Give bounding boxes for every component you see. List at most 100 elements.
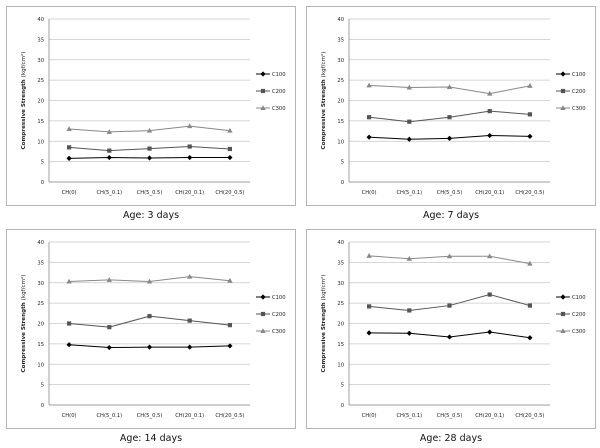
legend-label: C200 xyxy=(572,312,586,318)
data-point xyxy=(106,277,112,282)
x-tick-label: CH(20_0.1) xyxy=(175,190,204,196)
series-c200 xyxy=(367,108,532,124)
y-axis-unit: (kgf/cm²) xyxy=(320,52,327,78)
data-point xyxy=(187,123,193,129)
data-point xyxy=(367,115,372,120)
chart-svg-3-days: 0 5 10 15 20 25 30 35 40 CH(0) CH(5_0.1) CH(5_0.5) C… xyxy=(20,17,286,196)
legend-label: C100 xyxy=(572,295,586,301)
data-point xyxy=(367,304,372,309)
legend-entry-c300: C300 xyxy=(556,328,586,335)
series-c300 xyxy=(366,253,533,266)
series-c300 xyxy=(366,82,533,96)
y-tick-label: 25 xyxy=(337,301,344,307)
data-point xyxy=(187,273,193,279)
legend-marker xyxy=(260,105,266,110)
legend-marker xyxy=(560,328,566,333)
data-point xyxy=(106,154,112,161)
x-tick-label: CH(0) xyxy=(362,190,377,196)
data-point xyxy=(446,84,453,90)
data-point xyxy=(66,278,72,284)
legend-label: C100 xyxy=(272,295,286,301)
series-c100 xyxy=(366,132,533,142)
data-point xyxy=(527,112,532,117)
x-tick-label: CH(20_0.5) xyxy=(215,190,244,196)
y-axis-title: Compressive Strength (kgf/cm²) xyxy=(320,52,327,150)
x-tick-label: CH(5_0.5) xyxy=(437,190,463,196)
x-tick-label: CH(0) xyxy=(62,190,77,196)
data-point xyxy=(107,148,112,153)
legend-entry-c100: C100 xyxy=(256,71,286,78)
data-point xyxy=(187,144,192,149)
series-c100 xyxy=(66,342,233,351)
legend-entry-c300: C300 xyxy=(256,328,286,335)
y-tick-label: 15 xyxy=(337,119,344,125)
y-tick-label: 20 xyxy=(337,322,344,328)
chart-svg-7-days: 0 5 10 15 20 25 30 35 40 CH(0) CH(5_0.1) CH(5_0.5) C… xyxy=(320,17,586,196)
y-tick-label: 30 xyxy=(37,58,44,64)
data-point xyxy=(447,303,452,308)
data-point xyxy=(107,325,112,330)
x-tick-label: CH(5_0.1) xyxy=(96,413,122,419)
x-tick-label: CH(20_0.1) xyxy=(175,413,204,419)
data-point xyxy=(366,134,372,140)
legend-entry-c200: C200 xyxy=(556,88,586,95)
x-tick-label: CH(5_0.1) xyxy=(396,190,422,196)
series-line xyxy=(369,294,531,311)
chart-panel-7-days: 0 5 10 15 20 25 30 35 40 CH(0) CH(5_0.1) CH(5_0.5) C… xyxy=(306,6,596,206)
y-axis-title: Compressive Strength (kgf/cm²) xyxy=(320,275,327,373)
data-point xyxy=(487,132,493,139)
y-tick-label: 35 xyxy=(37,260,44,266)
chart-svg-28-days: 0 5 10 15 20 25 30 35 40 CH(0) CH(5_0.1) CH(5_0.5) C… xyxy=(320,240,586,419)
y-tick-label: 15 xyxy=(337,342,344,348)
data-point xyxy=(446,135,453,141)
legend-label: C300 xyxy=(572,106,586,112)
data-point xyxy=(106,129,112,134)
x-tick-label: CH(5_0.5) xyxy=(137,413,163,419)
y-tick-label: 10 xyxy=(337,362,344,368)
series-c200 xyxy=(67,144,232,153)
data-point xyxy=(407,119,412,124)
data-point xyxy=(66,155,72,161)
legend-marker xyxy=(260,328,266,333)
data-point xyxy=(527,303,532,308)
data-point xyxy=(407,308,412,313)
legend-entry-c300: C300 xyxy=(556,105,586,112)
data-point xyxy=(147,314,152,319)
y-tick-label: 30 xyxy=(337,281,344,287)
y-tick-label: 40 xyxy=(337,240,344,246)
data-point xyxy=(527,260,533,266)
legend-label: C200 xyxy=(572,89,586,95)
y-axis-unit: (kgf/cm²) xyxy=(20,275,27,301)
legend-marker xyxy=(260,311,266,317)
legend-marker xyxy=(560,311,566,317)
legend-entry-c200: C200 xyxy=(256,311,286,318)
y-tick-label: 5 xyxy=(41,160,44,166)
x-tick-label: CH(0) xyxy=(62,413,77,419)
y-axis-label: Compressive Strength xyxy=(21,77,27,149)
chart-caption: Age: 14 days xyxy=(119,433,183,444)
y-tick-label: 0 xyxy=(341,403,344,409)
y-tick-label: 25 xyxy=(37,301,44,307)
y-axis-title: Compressive Strength (kgf/cm²) xyxy=(20,52,27,150)
y-tick-label: 40 xyxy=(37,17,44,23)
legend-label: C300 xyxy=(272,106,286,112)
x-tick-label: CH(0) xyxy=(362,413,377,419)
legend-entry-c100: C100 xyxy=(256,294,286,301)
y-tick-label: 10 xyxy=(337,139,344,145)
data-point xyxy=(487,108,492,114)
legend-marker xyxy=(560,88,566,94)
data-point xyxy=(187,344,193,350)
data-point xyxy=(227,146,232,152)
x-tick-label: CH(5_0.1) xyxy=(96,190,122,196)
data-point xyxy=(406,330,412,336)
x-tick-label: CH(20_0.5) xyxy=(515,190,544,196)
y-tick-label: 35 xyxy=(337,37,344,43)
data-point xyxy=(146,127,153,133)
data-point xyxy=(527,83,533,88)
data-point xyxy=(187,318,192,323)
data-point xyxy=(366,82,372,88)
y-tick-label: 20 xyxy=(37,322,44,328)
y-tick-label: 40 xyxy=(37,240,44,246)
y-tick-label: 25 xyxy=(337,78,344,84)
chart-panel-28-days: 0 5 10 15 20 25 30 35 40 CH(0) CH(5_0.1) CH(5_0.5) C… xyxy=(306,229,596,429)
